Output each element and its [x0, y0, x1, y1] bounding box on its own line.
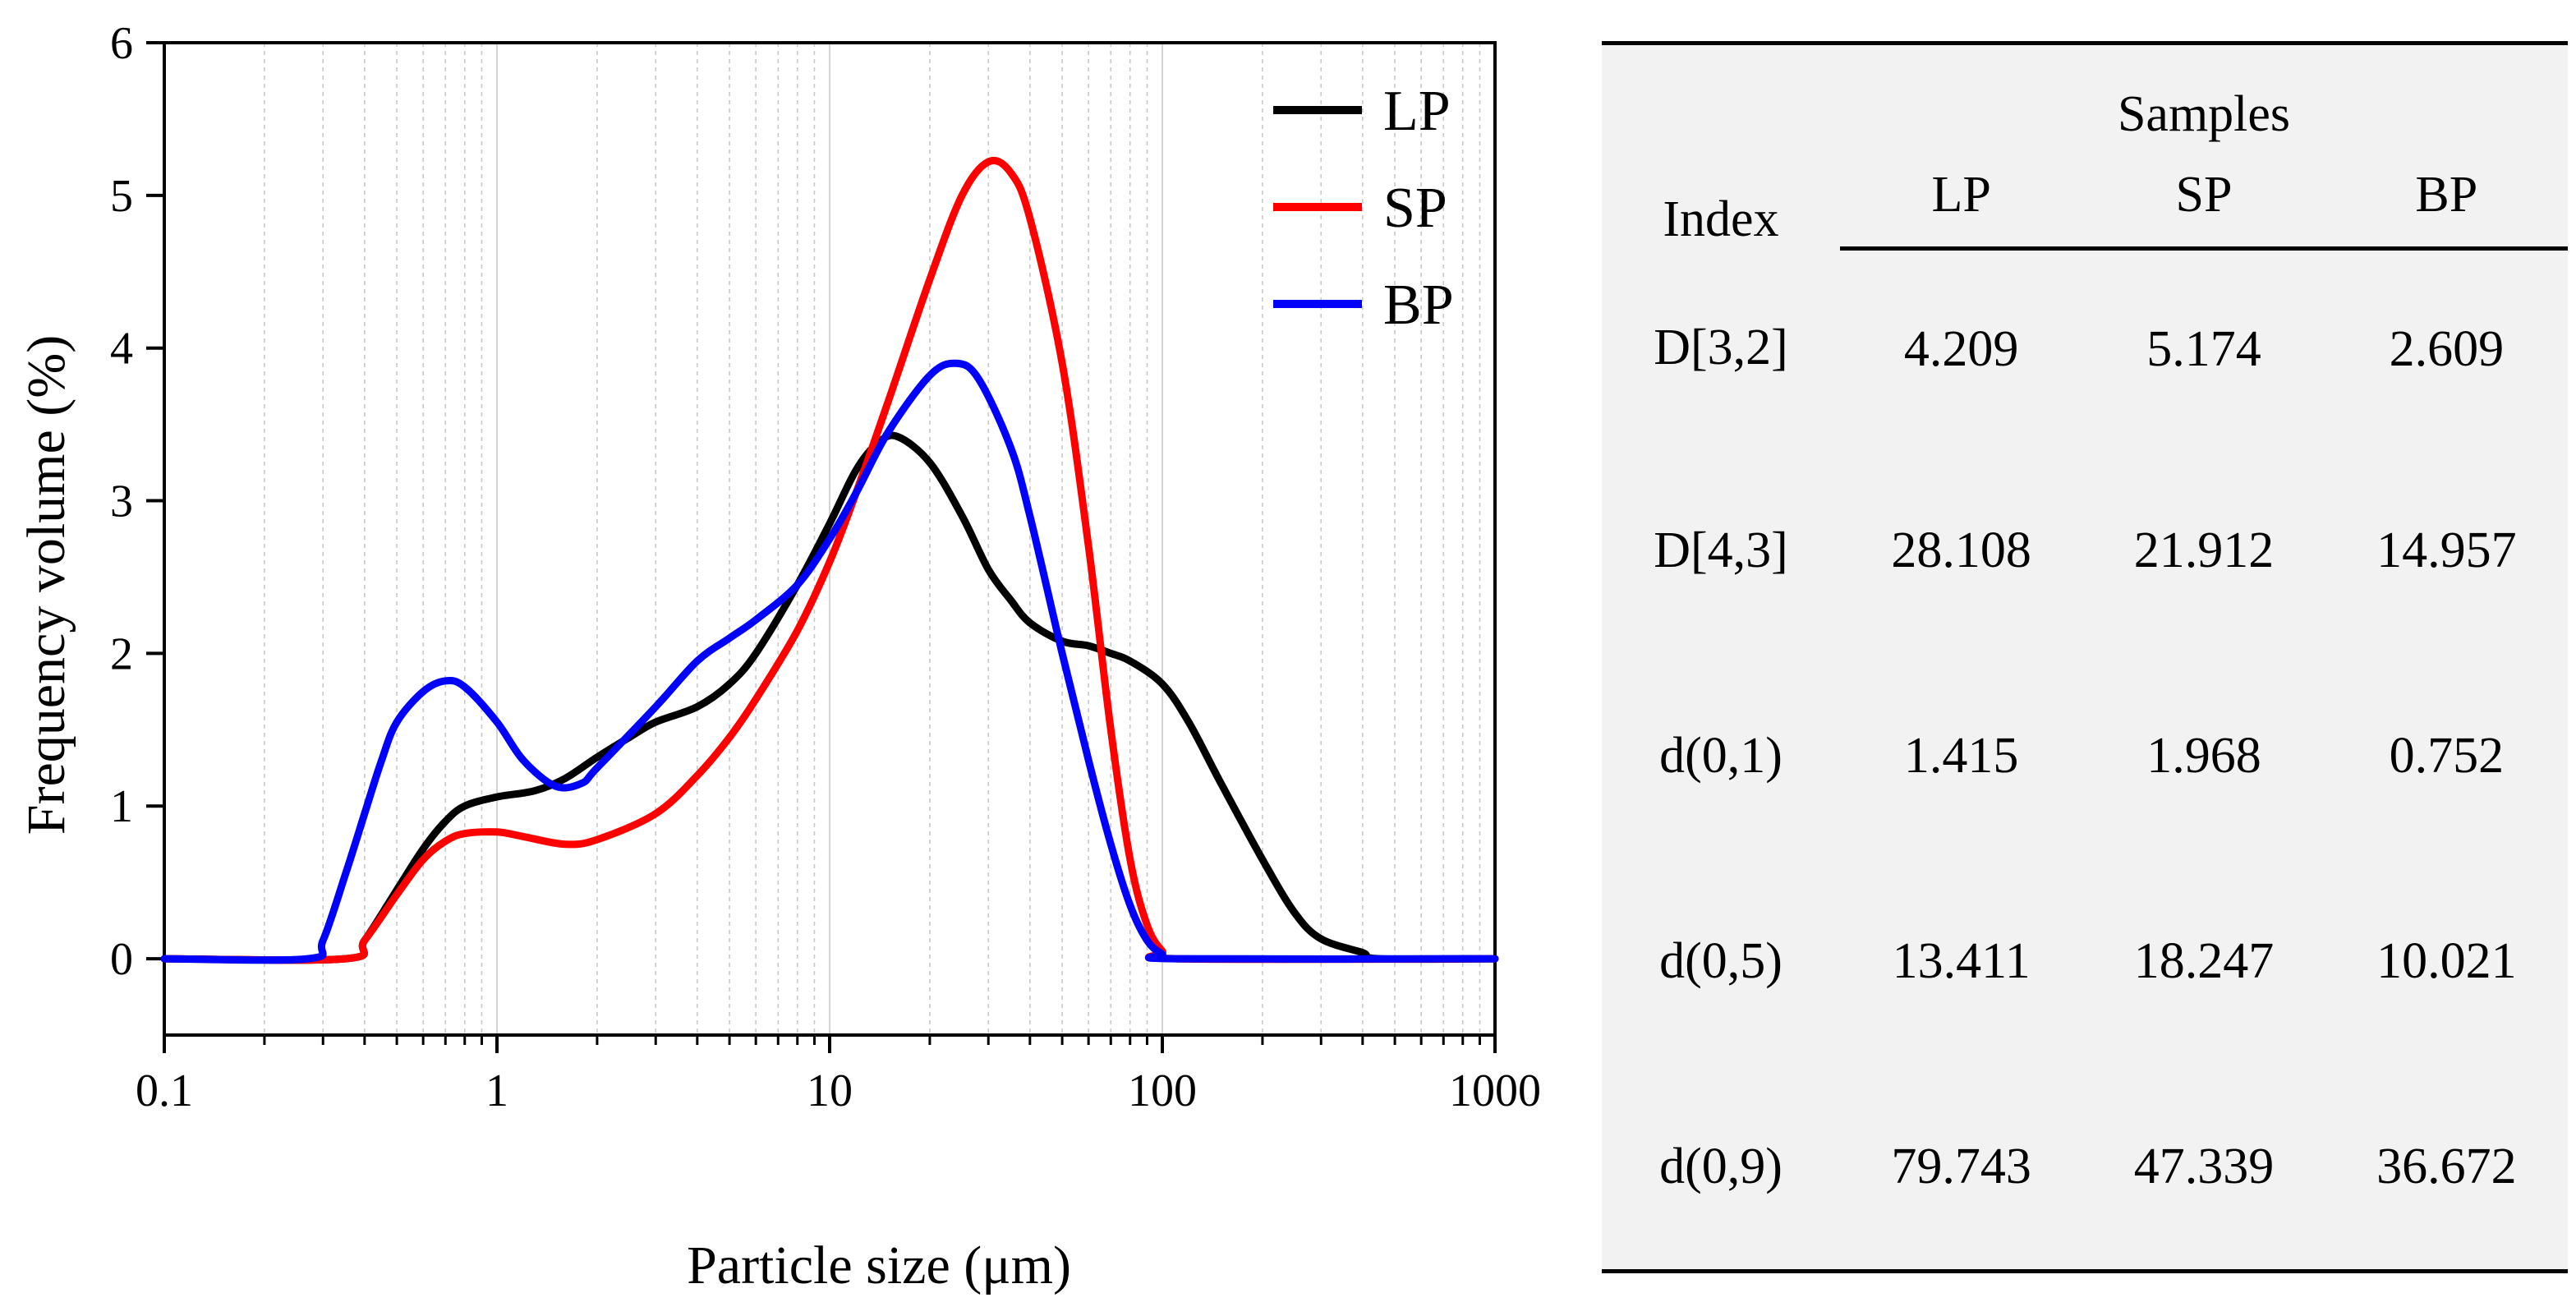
y-tick-label: 3	[110, 476, 133, 527]
axis-ticks	[146, 41, 1497, 1053]
cell-value: 21.912	[2133, 522, 2275, 578]
legend: LP SP BP	[1273, 80, 1454, 337]
y-tick-labels: 0 1 2 3 4 5 6	[110, 18, 133, 985]
y-tick-label: 1	[110, 781, 133, 832]
table-row: D[3,2] 4.209 5.174 2.609	[1602, 249, 2568, 449]
cell-value: 47.339	[2082, 1064, 2325, 1273]
column-header-bp: BP	[2325, 144, 2568, 251]
column-header-sp: SP	[2082, 144, 2325, 251]
series-lines	[160, 156, 1499, 964]
x-tick-label: 10	[807, 1065, 853, 1116]
cell-value: 2.609	[2389, 320, 2505, 377]
cell-value: 13.411	[1892, 932, 2031, 989]
y-tick-label: 4	[110, 324, 133, 375]
row-index: d(0,9)	[1602, 1064, 1840, 1273]
cell-value: 0.752	[2389, 727, 2505, 784]
table-row: d(0,5) 13.411 18.247 10.021	[1602, 858, 2568, 1064]
cell-value: 18.247	[2133, 932, 2275, 989]
gridlines	[264, 43, 1481, 1035]
y-tick-label: 2	[110, 628, 133, 679]
y-tick-label: 6	[110, 18, 133, 69]
x-tick-labels: 0.1 1 10 100 1000	[136, 1065, 1541, 1116]
row-index: D[3,2]	[1654, 320, 1788, 376]
x-tick-label: 100	[1128, 1065, 1197, 1116]
y-tick-label: 5	[110, 171, 133, 222]
legend-label-bp: BP	[1383, 274, 1454, 337]
cell-value: 28.108	[1891, 522, 2031, 578]
column-header-lp: LP	[1840, 144, 2083, 251]
series-line-bp	[160, 359, 1499, 964]
x-tick-label: 0.1	[136, 1065, 193, 1116]
row-index: d(0,5)	[1659, 932, 1782, 989]
x-tick-label: 1	[485, 1065, 508, 1116]
legend-label-sp: SP	[1383, 177, 1447, 240]
cell-value: 1.415	[1903, 727, 2019, 784]
cell-value: 79.743	[1840, 1064, 2083, 1273]
cell-value: 10.021	[2376, 932, 2517, 989]
index-header: Index	[1602, 41, 1840, 249]
row-index: D[4,3]	[1654, 522, 1788, 578]
y-axis-title: Frequency volume (%)	[16, 335, 76, 835]
summary-table: Index Samples LP SP BP D[3,2] 4.209 5.17…	[1602, 41, 2568, 1273]
particle-size-chart: 0.1 1 10 100 1000 0 1 2 3 4 5 6 Particle size (μm)…	[16, 18, 1541, 1295]
cell-value: 5.174	[2146, 320, 2261, 377]
cell-value: 36.672	[2325, 1064, 2568, 1273]
samples-header: Samples	[1840, 41, 2568, 144]
x-axis-title: Particle size (μm)	[687, 1235, 1071, 1295]
cell-value: 1.968	[2146, 727, 2261, 784]
table-row: D[4,3] 28.108 21.912 14.957	[1602, 448, 2568, 653]
cell-value: 4.209	[1903, 320, 2019, 377]
x-tick-label: 1000	[1449, 1065, 1541, 1116]
table-row: d(0,9) 79.743 47.339 36.672	[1602, 1064, 2568, 1273]
table-row: d(0,1) 1.415 1.968 0.752	[1602, 653, 2568, 858]
y-tick-label: 0	[110, 934, 133, 985]
legend-label-lp: LP	[1383, 80, 1451, 143]
row-index: d(0,1)	[1659, 727, 1782, 784]
cell-value: 14.957	[2376, 522, 2517, 578]
